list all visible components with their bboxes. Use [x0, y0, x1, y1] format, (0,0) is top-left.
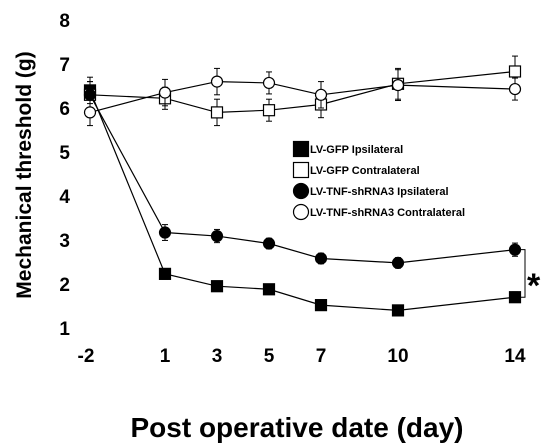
legend-marker — [292, 182, 310, 200]
series-line — [89, 90, 516, 312]
data-point — [83, 88, 97, 101]
data-point — [262, 237, 276, 250]
x-tick-label: 3 — [212, 346, 223, 367]
data-point — [83, 106, 97, 119]
data-point — [210, 75, 224, 88]
x-tick-label: 10 — [387, 346, 408, 367]
data-point — [314, 88, 328, 101]
bracket-line — [515, 249, 526, 298]
data-point — [508, 65, 522, 78]
data-point — [508, 82, 522, 96]
y-tick-label: 7 — [59, 55, 70, 76]
series-line — [89, 80, 516, 113]
legend-entry: LV-TNF-shRNA3 Ipsilateral — [292, 182, 449, 200]
data-point — [158, 226, 172, 239]
legend-entry: LV-GFP Contralateral — [292, 161, 420, 179]
data-point — [314, 299, 328, 312]
y-axis-title: Mechanical threshold (g) — [13, 51, 36, 298]
legend-label: LV-TNF-shRNA3 Ipsilateral — [310, 186, 449, 198]
x-axis: -2 1 3 5 7 10 14 — [78, 346, 526, 367]
data-point — [314, 252, 328, 265]
x-tick-label: 14 — [504, 346, 526, 367]
data-point — [210, 229, 224, 243]
data-point — [391, 79, 405, 92]
y-tick-label: 1 — [59, 319, 70, 340]
legend-label: LV-GFP Contralateral — [310, 165, 420, 177]
legend: LV-GFP Ipsilateral LV-GFP Contralateral LV… — [292, 140, 465, 221]
y-tick-label: 4 — [59, 187, 70, 208]
y-tick-label: 6 — [59, 99, 70, 120]
significance-asterisk: * — [527, 267, 541, 305]
y-tick-label: 3 — [59, 231, 70, 252]
data-point — [262, 104, 276, 117]
x-tick-label: -2 — [78, 346, 95, 367]
significance-bracket — [515, 249, 526, 298]
data-point — [158, 86, 172, 99]
legend-label: LV-TNF-shRNA3 Contralateral — [310, 207, 465, 219]
plot-area — [83, 55, 522, 317]
y-tick-label: 8 — [59, 11, 70, 32]
data-point — [210, 280, 224, 293]
data-point — [262, 76, 276, 90]
x-tick-label: 5 — [264, 346, 275, 367]
series-line — [89, 94, 516, 264]
series-4 — [83, 67, 522, 127]
y-tick-label: 5 — [59, 143, 70, 164]
series-line — [89, 70, 516, 114]
data-point — [391, 256, 405, 269]
data-point — [391, 304, 405, 317]
data-point — [262, 283, 276, 296]
x-tick-label: 7 — [316, 346, 327, 367]
legend-marker — [292, 161, 310, 179]
legend-marker — [292, 203, 310, 221]
y-tick-label: 2 — [59, 275, 70, 296]
legend-label: LV-GFP Ipsilateral — [310, 144, 403, 156]
series-3 — [83, 81, 522, 269]
legend-entry: LV-TNF-shRNA3 Contralateral — [292, 203, 465, 221]
legend-entry: LV-GFP Ipsilateral — [292, 140, 403, 158]
x-tick-label: 1 — [160, 346, 171, 367]
data-point — [210, 106, 224, 119]
data-point — [158, 267, 172, 280]
y-axis: 1 2 3 4 5 6 7 8 — [59, 11, 70, 340]
x-axis-title: Post operative date (day) — [131, 412, 464, 443]
legend-marker — [292, 140, 310, 158]
